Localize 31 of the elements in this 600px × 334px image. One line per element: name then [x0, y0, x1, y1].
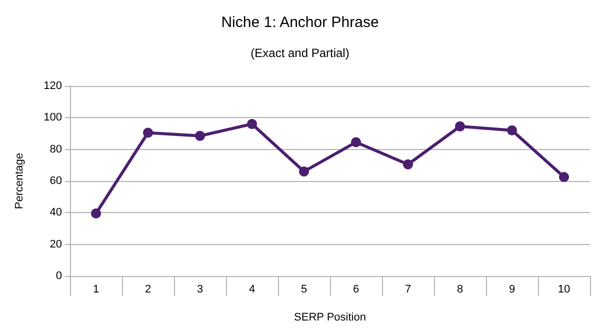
y-tick-label: 80 — [50, 143, 62, 156]
x-tick-label: 4 — [248, 284, 256, 296]
point — [91, 208, 101, 218]
x-tick-label: 1 — [92, 284, 100, 296]
point — [195, 130, 205, 141]
x-tick-label: 8 — [456, 284, 464, 296]
x-axis-title: SERP Position — [294, 312, 366, 324]
y-tick-label: 60 — [50, 175, 62, 187]
x-tick-label: 10 — [558, 284, 570, 296]
point — [455, 121, 465, 132]
point — [351, 137, 361, 148]
y-tick-label: 100 — [44, 112, 62, 124]
point — [247, 119, 257, 129]
y-axis-title: Percentage — [14, 152, 26, 210]
x-tick-label: 7 — [404, 284, 412, 296]
point — [403, 159, 413, 170]
point — [299, 166, 309, 176]
point — [507, 125, 517, 136]
y-tick-label: 120 — [44, 80, 62, 92]
point — [143, 128, 153, 138]
chart-title: Niche 1: Anchor Phrase — [221, 14, 379, 31]
x-tick-label: 2 — [144, 284, 152, 296]
y-tick-label: 0 — [56, 270, 62, 282]
x-tick-label: 3 — [196, 284, 204, 296]
x-tick-label: 6 — [352, 284, 360, 296]
x-tick-label: 5 — [300, 284, 308, 296]
y-tick-label: 20 — [50, 238, 62, 250]
y-tick-label: 40 — [50, 206, 62, 219]
x-tick-label: 9 — [508, 284, 516, 296]
chart-subtitle: (Exact and Partial) — [250, 46, 350, 60]
point — [559, 172, 569, 182]
